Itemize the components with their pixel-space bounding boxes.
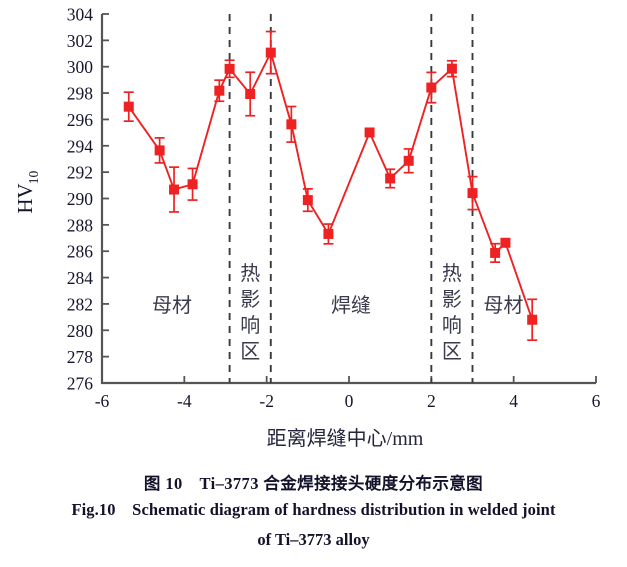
svg-text:区: 区	[240, 341, 260, 363]
svg-text:6: 6	[592, 391, 601, 411]
svg-text:296: 296	[67, 110, 94, 130]
svg-text:302: 302	[67, 31, 93, 51]
svg-text:距离焊缝中心/mm: 距离焊缝中心/mm	[267, 427, 424, 450]
svg-text:276: 276	[67, 374, 94, 394]
svg-text:母材: 母材	[483, 294, 523, 317]
svg-text:298: 298	[67, 84, 94, 104]
svg-text:286: 286	[67, 242, 94, 262]
svg-text:热: 热	[442, 262, 462, 285]
svg-text:300: 300	[67, 57, 94, 77]
svg-text:焊缝: 焊缝	[331, 294, 371, 317]
x-axis-label: 距离焊缝中心/mm	[267, 427, 424, 450]
data-point-markers	[123, 47, 538, 325]
zone-divider-lines	[228, 14, 474, 383]
hardness-distribution-chart: 276 278 280 282 284 286 288 290 292 294 296 298 300 3…	[13, 5, 601, 451]
svg-text:-4: -4	[177, 391, 192, 411]
svg-text:10: 10	[26, 171, 41, 185]
svg-text:290: 290	[67, 189, 94, 209]
svg-text:0: 0	[345, 391, 354, 411]
svg-text:热: 热	[240, 262, 260, 285]
svg-text:影: 影	[442, 288, 462, 311]
svg-text:响: 响	[240, 314, 260, 337]
y-axis-ticks	[102, 13, 109, 384]
svg-text:280: 280	[67, 321, 94, 341]
figure-caption-en-line2: of Ti–3773 alloy	[257, 530, 370, 549]
svg-text:响: 响	[442, 314, 462, 337]
svg-text:294: 294	[67, 136, 94, 156]
data-line	[127, 51, 534, 321]
svg-text:4: 4	[509, 391, 518, 411]
svg-text:288: 288	[67, 215, 94, 235]
svg-text:影: 影	[240, 288, 260, 311]
y-axis-tick-labels: 276 278 280 282 284 286 288 290 292 294 296 298 300 3…	[67, 5, 94, 394]
figure-caption-en-line1: Fig.10 Schematic diagram of hardness dis…	[71, 500, 556, 519]
svg-text:284: 284	[67, 268, 94, 288]
svg-text:母材: 母材	[152, 294, 192, 317]
svg-text:278: 278	[67, 347, 94, 367]
axis-lines	[100, 14, 596, 385]
svg-text:304: 304	[67, 5, 94, 25]
svg-text:HV: HV	[13, 183, 37, 213]
svg-text:-6: -6	[95, 391, 110, 411]
svg-text:292: 292	[67, 163, 93, 183]
figure-caption-cn: 图 10 Ti–3773 合金焊接接头硬度分布示意图	[143, 474, 484, 493]
x-axis-tick-labels: -6 -4 -2 0 2 4 6	[95, 391, 601, 411]
svg-text:2: 2	[427, 391, 436, 411]
svg-text:区: 区	[442, 341, 462, 363]
svg-text:-2: -2	[259, 391, 274, 411]
svg-text:282: 282	[67, 294, 93, 314]
